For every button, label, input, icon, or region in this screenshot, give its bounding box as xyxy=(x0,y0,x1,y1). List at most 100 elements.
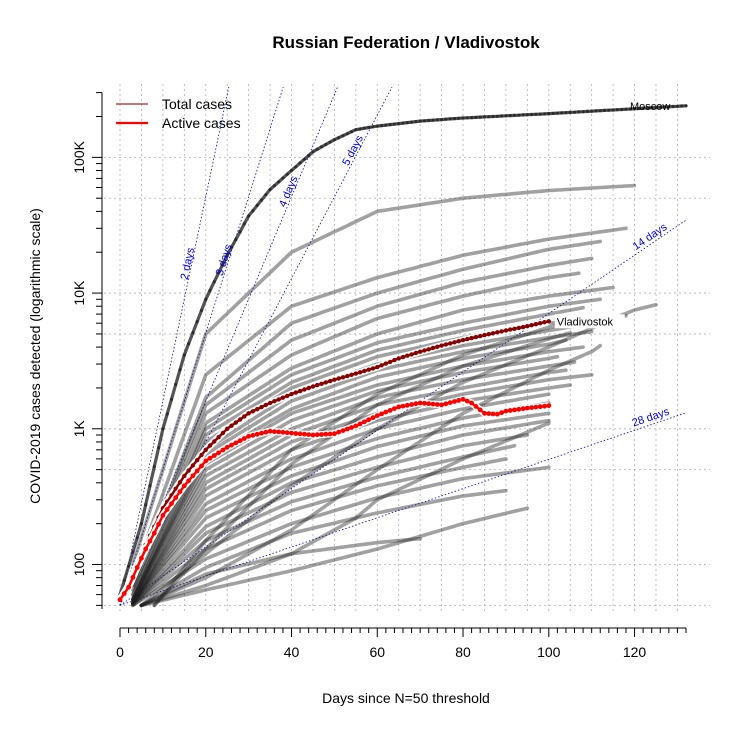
moscow-point xyxy=(375,124,379,128)
region-series-line xyxy=(139,421,551,608)
moscow-point xyxy=(187,342,191,346)
city-labels: Moscow Vladivostok xyxy=(554,101,670,329)
active-cases-point xyxy=(147,538,153,544)
highlighted-series xyxy=(117,317,552,603)
region-series-line xyxy=(131,354,560,605)
total-cases-point xyxy=(297,388,303,394)
active-cases-point xyxy=(224,444,230,450)
active-cases-point xyxy=(512,407,517,413)
moscow-point xyxy=(169,397,174,401)
total-cases-point xyxy=(246,411,251,416)
total-cases-point xyxy=(349,372,354,377)
active-cases-point xyxy=(546,403,552,409)
total-cases-point xyxy=(336,376,341,381)
total-cases-point xyxy=(345,373,350,379)
active-cases-point xyxy=(177,489,183,495)
active-cases-point xyxy=(482,410,487,416)
moscow-point xyxy=(225,253,229,257)
reference-line xyxy=(119,412,687,606)
active-cases-point xyxy=(319,432,324,437)
active-cases-point xyxy=(413,401,419,407)
active-cases-point xyxy=(233,440,239,446)
moscow-point xyxy=(611,108,615,112)
moscow-point xyxy=(654,105,658,110)
total-cases-point xyxy=(267,400,273,406)
total-cases-point xyxy=(229,423,234,428)
active-cases-point xyxy=(349,425,354,430)
total-cases-point xyxy=(366,367,371,372)
active-cases-point xyxy=(216,450,222,456)
total-cases-point xyxy=(448,341,453,346)
region-series-line xyxy=(131,433,530,606)
moscow-point xyxy=(658,105,662,109)
moscow-point xyxy=(212,280,216,284)
moscow-point xyxy=(349,130,354,134)
active-cases-point xyxy=(117,597,123,603)
reference-line xyxy=(119,219,687,606)
total-cases-point xyxy=(538,321,543,326)
total-cases-point xyxy=(405,353,410,358)
moscow-point xyxy=(645,106,650,110)
active-cases-point xyxy=(254,431,260,437)
active-cases-point xyxy=(220,447,226,453)
moscow-point xyxy=(319,145,324,149)
moscow-point xyxy=(663,105,667,109)
active-cases-point xyxy=(143,546,149,552)
active-cases-point xyxy=(353,423,359,429)
moscow-point xyxy=(388,123,392,127)
active-cases-point xyxy=(366,417,372,423)
moscow-point xyxy=(594,109,598,113)
active-cases-point xyxy=(430,401,436,407)
active-cases-point xyxy=(306,432,312,437)
total-cases-point xyxy=(319,381,324,386)
total-cases-point xyxy=(272,399,277,404)
total-cases-point xyxy=(516,325,521,331)
moscow-point xyxy=(139,522,143,526)
region-series-line xyxy=(131,305,585,602)
total-cases-point xyxy=(490,331,496,336)
moscow-point xyxy=(259,198,264,202)
total-cases-point xyxy=(495,330,500,335)
reference-line xyxy=(119,86,230,606)
moscow-point xyxy=(628,107,632,111)
active-cases-point xyxy=(332,431,337,437)
moscow-point xyxy=(607,108,611,112)
reference-line xyxy=(119,86,393,606)
active-cases-point xyxy=(383,409,389,415)
total-cases-point xyxy=(460,337,466,343)
active-cases-point xyxy=(181,483,187,489)
moscow-point xyxy=(268,187,272,192)
moscow-point xyxy=(324,142,328,147)
moscow-point xyxy=(452,117,457,121)
active-cases-point xyxy=(447,400,453,405)
active-cases-point xyxy=(464,398,470,404)
total-cases-point xyxy=(525,324,530,329)
moscow-point xyxy=(165,412,169,416)
region-series-line xyxy=(131,368,568,605)
total-cases-point xyxy=(469,335,474,341)
moscow-point xyxy=(277,180,281,184)
total-cases-point xyxy=(465,336,470,342)
total-cases-point xyxy=(225,426,230,431)
active-cases-point xyxy=(263,429,269,435)
total-cases-point xyxy=(285,393,290,399)
moscow-point xyxy=(182,353,186,357)
active-cases-point xyxy=(529,405,534,410)
total-cases-point xyxy=(435,344,440,349)
total-cases-point xyxy=(233,420,238,425)
total-cases-point xyxy=(546,319,551,324)
moscow-point xyxy=(560,111,564,115)
moscow-point xyxy=(555,111,560,115)
moscow-point xyxy=(487,115,491,119)
active-cases-point xyxy=(439,402,444,408)
moscow-point xyxy=(500,114,504,118)
moscow-point xyxy=(199,308,204,312)
active-cases-point xyxy=(357,421,363,427)
active-cases-point xyxy=(520,406,526,412)
moscow-point xyxy=(354,128,358,132)
total-cases-point xyxy=(499,329,504,334)
moscow-point xyxy=(624,107,628,111)
moscow-point xyxy=(302,157,306,161)
reference-label: 2 days xyxy=(179,246,198,281)
moscow-point xyxy=(547,112,551,116)
